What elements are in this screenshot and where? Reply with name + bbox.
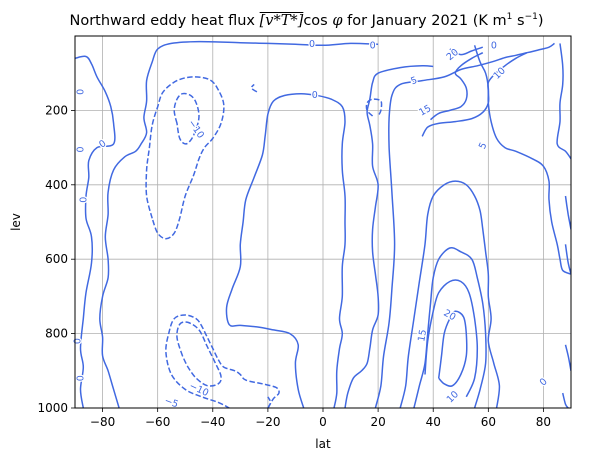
x-tick-label: 80 (536, 415, 551, 429)
contour-line (564, 195, 571, 230)
contour-label: 0 (309, 39, 315, 50)
title-prefix: Northward eddy heat flux (69, 12, 260, 29)
y-tick-label: 400 (45, 178, 68, 192)
x-tick-label: −20 (255, 415, 280, 429)
contour-label: 0 (76, 146, 87, 152)
x-tick-label: 40 (426, 415, 441, 429)
contour-line (344, 65, 434, 408)
contour-line (424, 279, 479, 398)
contour-line (225, 92, 346, 408)
contour-label: 20 (445, 47, 461, 63)
contour-layer (75, 40, 571, 408)
flux-symbol: [v*T*] (259, 12, 304, 29)
x-tick-label: 20 (370, 415, 385, 429)
unit-end: ) (537, 12, 544, 29)
unit-exponent-2: −1 (524, 12, 538, 22)
contour-line (449, 46, 484, 56)
contour-label: 5 (477, 141, 490, 151)
contour-line (75, 55, 116, 408)
contour-label: 15 (416, 329, 429, 343)
contour-label: 0 (76, 89, 87, 95)
x-tick-label: 60 (481, 415, 496, 429)
contour-label: −10 (186, 118, 207, 141)
contour-label: 0 (491, 40, 497, 51)
y-axis-label: lev (9, 213, 23, 231)
contour-label: 0 (312, 90, 318, 101)
contour-line (165, 314, 280, 408)
contour-label: 20 (442, 308, 458, 324)
chart-title: Northward eddy heat flux [v*T*]cos φ for… (0, 12, 613, 29)
x-tick-label: 0 (319, 415, 327, 429)
contour-label: 0 (370, 40, 376, 51)
contour-label: 15 (417, 103, 433, 119)
phi-symbol: φ (332, 12, 343, 29)
contour-line (250, 83, 258, 93)
contour-line (267, 396, 272, 408)
y-tick-label: 200 (45, 103, 68, 117)
contour-line (564, 244, 571, 275)
contour-label: 10 (445, 389, 461, 405)
contour-label: 5 (409, 75, 418, 87)
title-suffix: for January 2021 (K m (342, 12, 507, 29)
x-tick-label: −80 (90, 415, 115, 429)
x-axis-label: lat (315, 437, 331, 451)
contour-label: 0 (73, 338, 84, 344)
y-tick-label: 1000 (37, 401, 68, 415)
contour-line (145, 76, 225, 240)
contour-line (365, 98, 383, 117)
grid-layer (75, 36, 571, 409)
contour-line (556, 43, 571, 160)
unit-mid: s (512, 12, 525, 29)
unit-exponent-1: 1 (506, 12, 513, 22)
contour-line (374, 42, 555, 408)
contour-line (399, 180, 501, 408)
contour-line (99, 40, 379, 408)
title-middle: cos (303, 12, 333, 29)
contour-label: 0 (538, 376, 550, 388)
contour-label: 0 (97, 138, 108, 150)
x-tick-label: −60 (145, 415, 170, 429)
contour-line (173, 92, 200, 145)
contour-line (421, 52, 528, 137)
contour-line (176, 321, 222, 387)
contour-line (437, 310, 468, 387)
contour-label: 0 (78, 197, 89, 203)
contour-line (561, 392, 569, 408)
x-tick-label: −40 (200, 415, 225, 429)
contour-label: 0 (76, 375, 87, 381)
y-tick-label: 600 (45, 252, 68, 266)
contour-line (430, 52, 484, 121)
contour-label: 10 (492, 65, 508, 81)
y-tick-label: 800 (45, 327, 68, 341)
contour-line (564, 344, 571, 371)
